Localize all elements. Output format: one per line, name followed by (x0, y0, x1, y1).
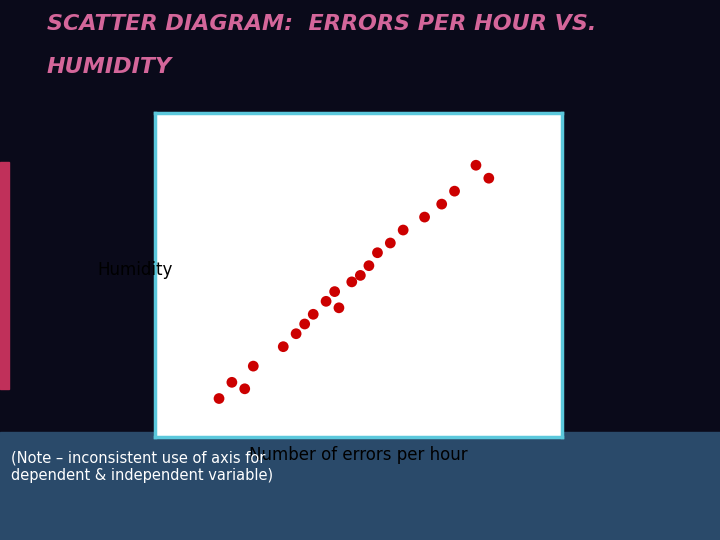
Point (329, 287, 341, 296)
Point (384, 239, 396, 247)
Text: SCATTER DIAGRAM:  ERRORS PER HOUR VS.: SCATTER DIAGRAM: ERRORS PER HOUR VS. (47, 14, 596, 33)
Point (436, 200, 447, 208)
Text: (Note – inconsistent use of axis for
dependent & independent variable): (Note – inconsistent use of axis for dep… (11, 451, 273, 483)
Point (372, 248, 383, 257)
Point (363, 261, 374, 270)
Point (213, 394, 225, 403)
Point (299, 320, 310, 328)
Point (346, 278, 358, 286)
Point (320, 297, 332, 306)
Point (239, 384, 251, 393)
Point (277, 342, 289, 351)
Point (354, 271, 366, 280)
Point (449, 187, 460, 195)
Point (483, 174, 495, 183)
Point (470, 161, 482, 170)
Point (290, 329, 302, 338)
Point (226, 378, 238, 387)
X-axis label: Number of errors per hour: Number of errors per hour (249, 446, 467, 464)
Text: Humidity: Humidity (97, 261, 173, 279)
Text: HUMIDITY: HUMIDITY (47, 57, 172, 77)
Point (307, 310, 319, 319)
Point (419, 213, 431, 221)
Point (333, 303, 345, 312)
Point (248, 362, 259, 370)
Point (397, 226, 409, 234)
